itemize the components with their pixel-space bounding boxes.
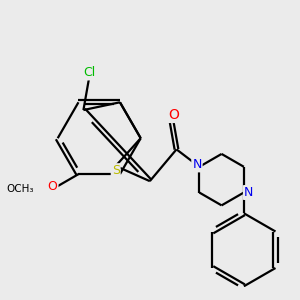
- Text: Cl: Cl: [83, 67, 96, 80]
- Text: N: N: [192, 158, 202, 171]
- Text: OCH₃: OCH₃: [6, 184, 34, 194]
- Text: O: O: [168, 108, 179, 122]
- Text: N: N: [244, 186, 253, 199]
- Text: S: S: [112, 164, 120, 177]
- Text: O: O: [48, 180, 58, 193]
